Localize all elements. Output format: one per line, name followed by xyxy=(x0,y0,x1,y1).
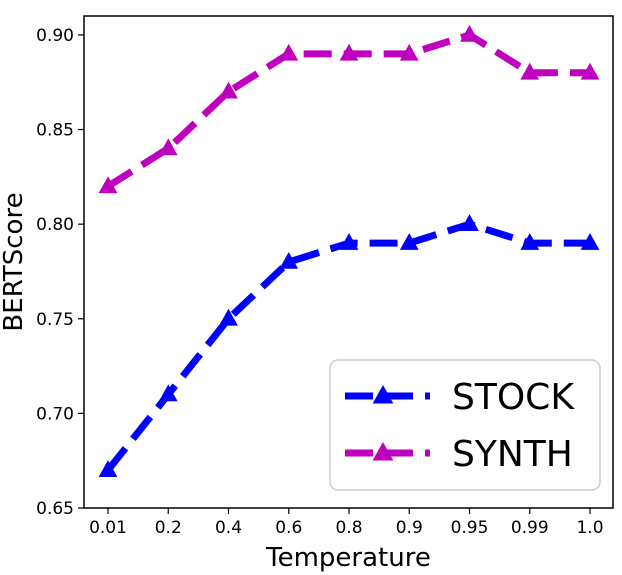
data-point xyxy=(520,62,540,80)
y-tick-label: 0.80 xyxy=(36,215,74,235)
data-point xyxy=(98,176,118,194)
y-axis-label: BERTScore xyxy=(0,192,29,331)
data-point xyxy=(339,233,359,250)
data-point xyxy=(520,233,540,250)
data-point xyxy=(399,233,419,250)
y-tick-label: 0.65 xyxy=(36,499,74,519)
data-point xyxy=(339,43,359,61)
data-point xyxy=(219,308,238,326)
data-point xyxy=(460,214,479,231)
data-point xyxy=(219,81,238,99)
y-tick-label: 0.85 xyxy=(36,121,74,141)
legend-label: STOCK xyxy=(452,377,575,418)
data-point xyxy=(460,24,479,42)
legend-marker xyxy=(372,441,394,461)
x-axis-label: Temperature xyxy=(265,543,431,573)
y-tick-label: 0.75 xyxy=(36,310,74,330)
y-tick-label: 0.70 xyxy=(36,404,74,424)
x-tick-label: 0.9 xyxy=(396,518,423,538)
x-tick-label: 0.8 xyxy=(335,518,362,538)
series-layer xyxy=(98,24,600,477)
y-tick-label: 0.90 xyxy=(36,26,74,46)
data-point xyxy=(399,43,419,61)
data-point xyxy=(279,251,299,269)
x-tick-label: 0.95 xyxy=(451,518,489,538)
series-stock xyxy=(98,214,600,477)
data-point xyxy=(580,62,600,80)
data-point xyxy=(158,384,178,402)
data-point xyxy=(580,233,600,250)
legend-label: SYNTH xyxy=(452,434,573,475)
series-synth xyxy=(98,24,600,194)
data-point xyxy=(279,43,299,61)
x-tick-label: 0.01 xyxy=(89,518,127,538)
legend-item: STOCK xyxy=(345,377,575,418)
x-tick-label: 0.2 xyxy=(155,518,182,538)
x-tick-label: 0.4 xyxy=(215,518,242,538)
data-point xyxy=(158,138,178,156)
x-tick-label: 0.99 xyxy=(511,518,549,538)
axes-layer: 0.65 0.70 0.75 0.80 0.85 0.90 0.01 0.2 0.4 0.6 0.8… xyxy=(36,15,614,538)
x-tick-label: 0.6 xyxy=(275,518,302,538)
x-tick-label: 1.0 xyxy=(576,518,603,538)
legend-marker xyxy=(372,384,394,404)
legend-item: SYNTH xyxy=(345,434,573,475)
data-point xyxy=(98,460,118,477)
legend: STOCK SYNTH xyxy=(329,359,601,491)
